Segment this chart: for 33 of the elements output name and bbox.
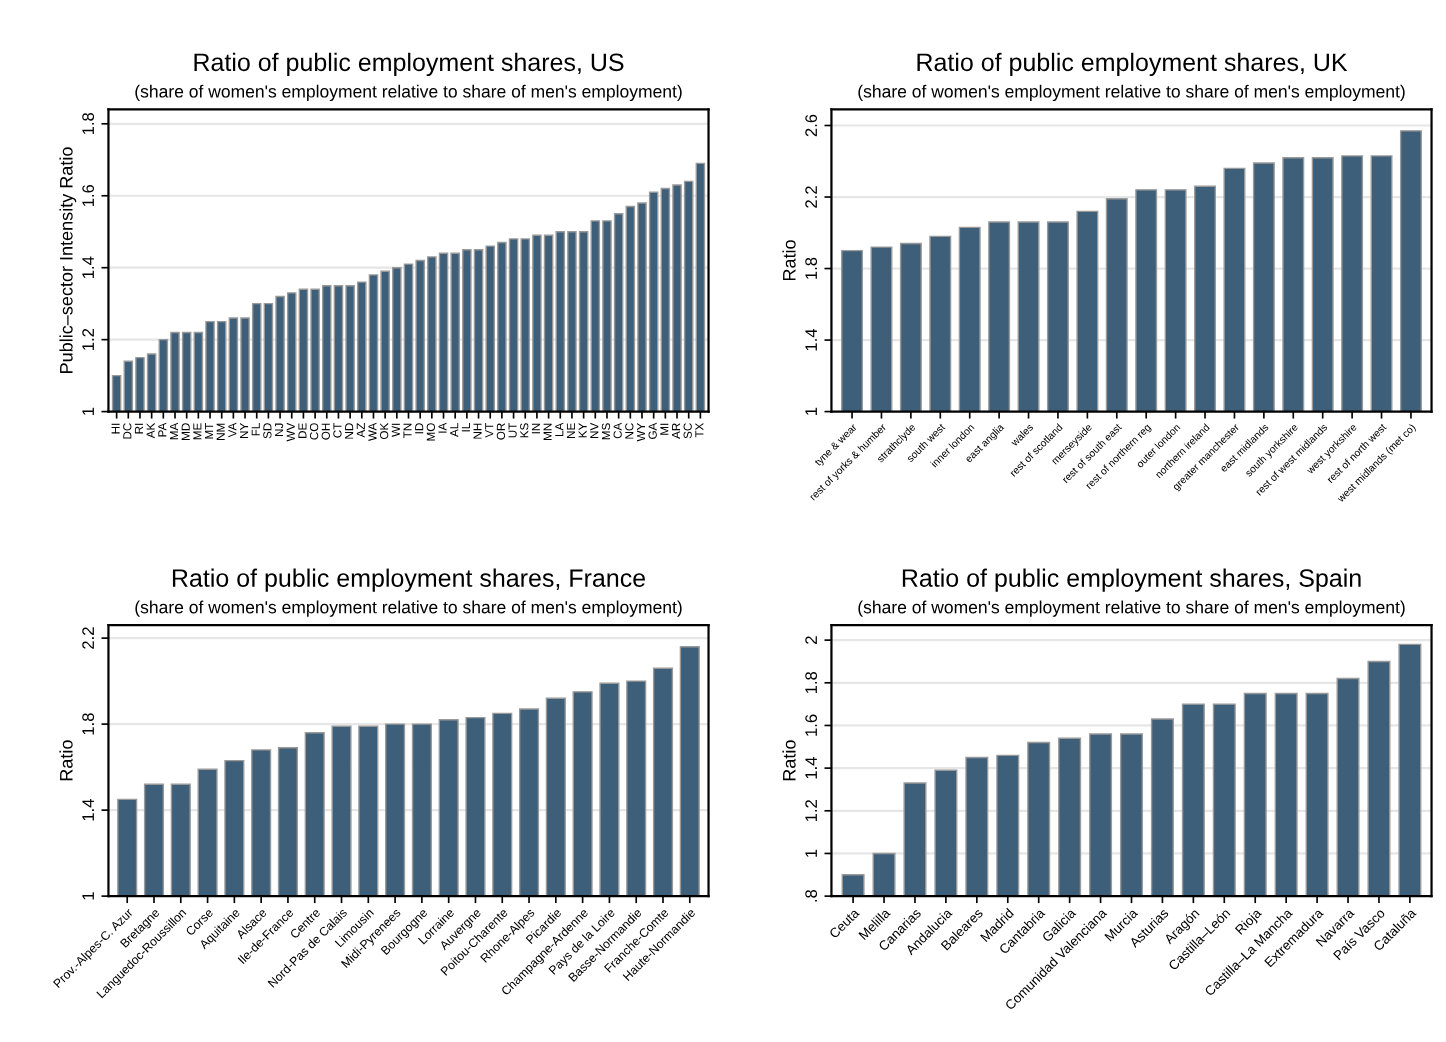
chart-title: Ratio of public employment shares, France xyxy=(172,568,646,592)
chart-subtitle: (share of women's employment relative to share of men's employment) xyxy=(858,600,1405,617)
y-tick-label: 1 xyxy=(805,407,817,415)
y-tick-label: 1.2 xyxy=(805,800,817,822)
y-tick-label: 1.2 xyxy=(82,328,94,350)
y-tick-label: 1.8 xyxy=(82,112,95,135)
chart-title: Ratio of public employment shares, Spain xyxy=(902,568,1361,592)
y-tick-label: 1.8 xyxy=(805,671,818,694)
chart-subtitle: (share of women's employment relative to share of men's employment) xyxy=(135,600,682,617)
y-tick-label: 1.8 xyxy=(805,257,818,279)
y-tick-label: 1.6 xyxy=(82,184,95,207)
y-tick-label: 1.4 xyxy=(805,757,817,779)
y-axis-title: Ratio xyxy=(59,740,73,781)
y-axis-title: Ratio xyxy=(782,240,796,281)
chart-subtitle: (share of women's employment relative to share of men's employment) xyxy=(858,84,1405,102)
y-tick-label: 2.2 xyxy=(805,186,817,208)
chart-title: Ratio of public employment shares, US xyxy=(194,52,624,77)
y-tick-label: 1 xyxy=(82,892,94,900)
y-axis-title: Ratio xyxy=(782,740,796,781)
y-tick-label: 1.4 xyxy=(82,256,94,279)
y-tick-label: 1 xyxy=(82,407,94,415)
y-tick-label: 1.4 xyxy=(805,328,817,351)
y-tick-label: 1 xyxy=(805,849,817,857)
y-tick-label: 2.6 xyxy=(805,114,818,137)
y-tick-label: 2.2 xyxy=(82,627,94,649)
y-axis-title: Public–sector Intensity Ratio xyxy=(59,147,77,373)
y-tick-label: 1.4 xyxy=(82,799,94,821)
y-tick-label: 1.6 xyxy=(805,714,818,736)
y-tick-label: 1.8 xyxy=(82,713,95,735)
chart-subtitle: (share of women's employment relative to share of men's employment) xyxy=(135,84,682,102)
y-tick-label: 2 xyxy=(805,636,817,644)
y-tick-label: .8 xyxy=(805,889,818,902)
chart-title: Ratio of public employment shares, UK xyxy=(917,52,1348,77)
